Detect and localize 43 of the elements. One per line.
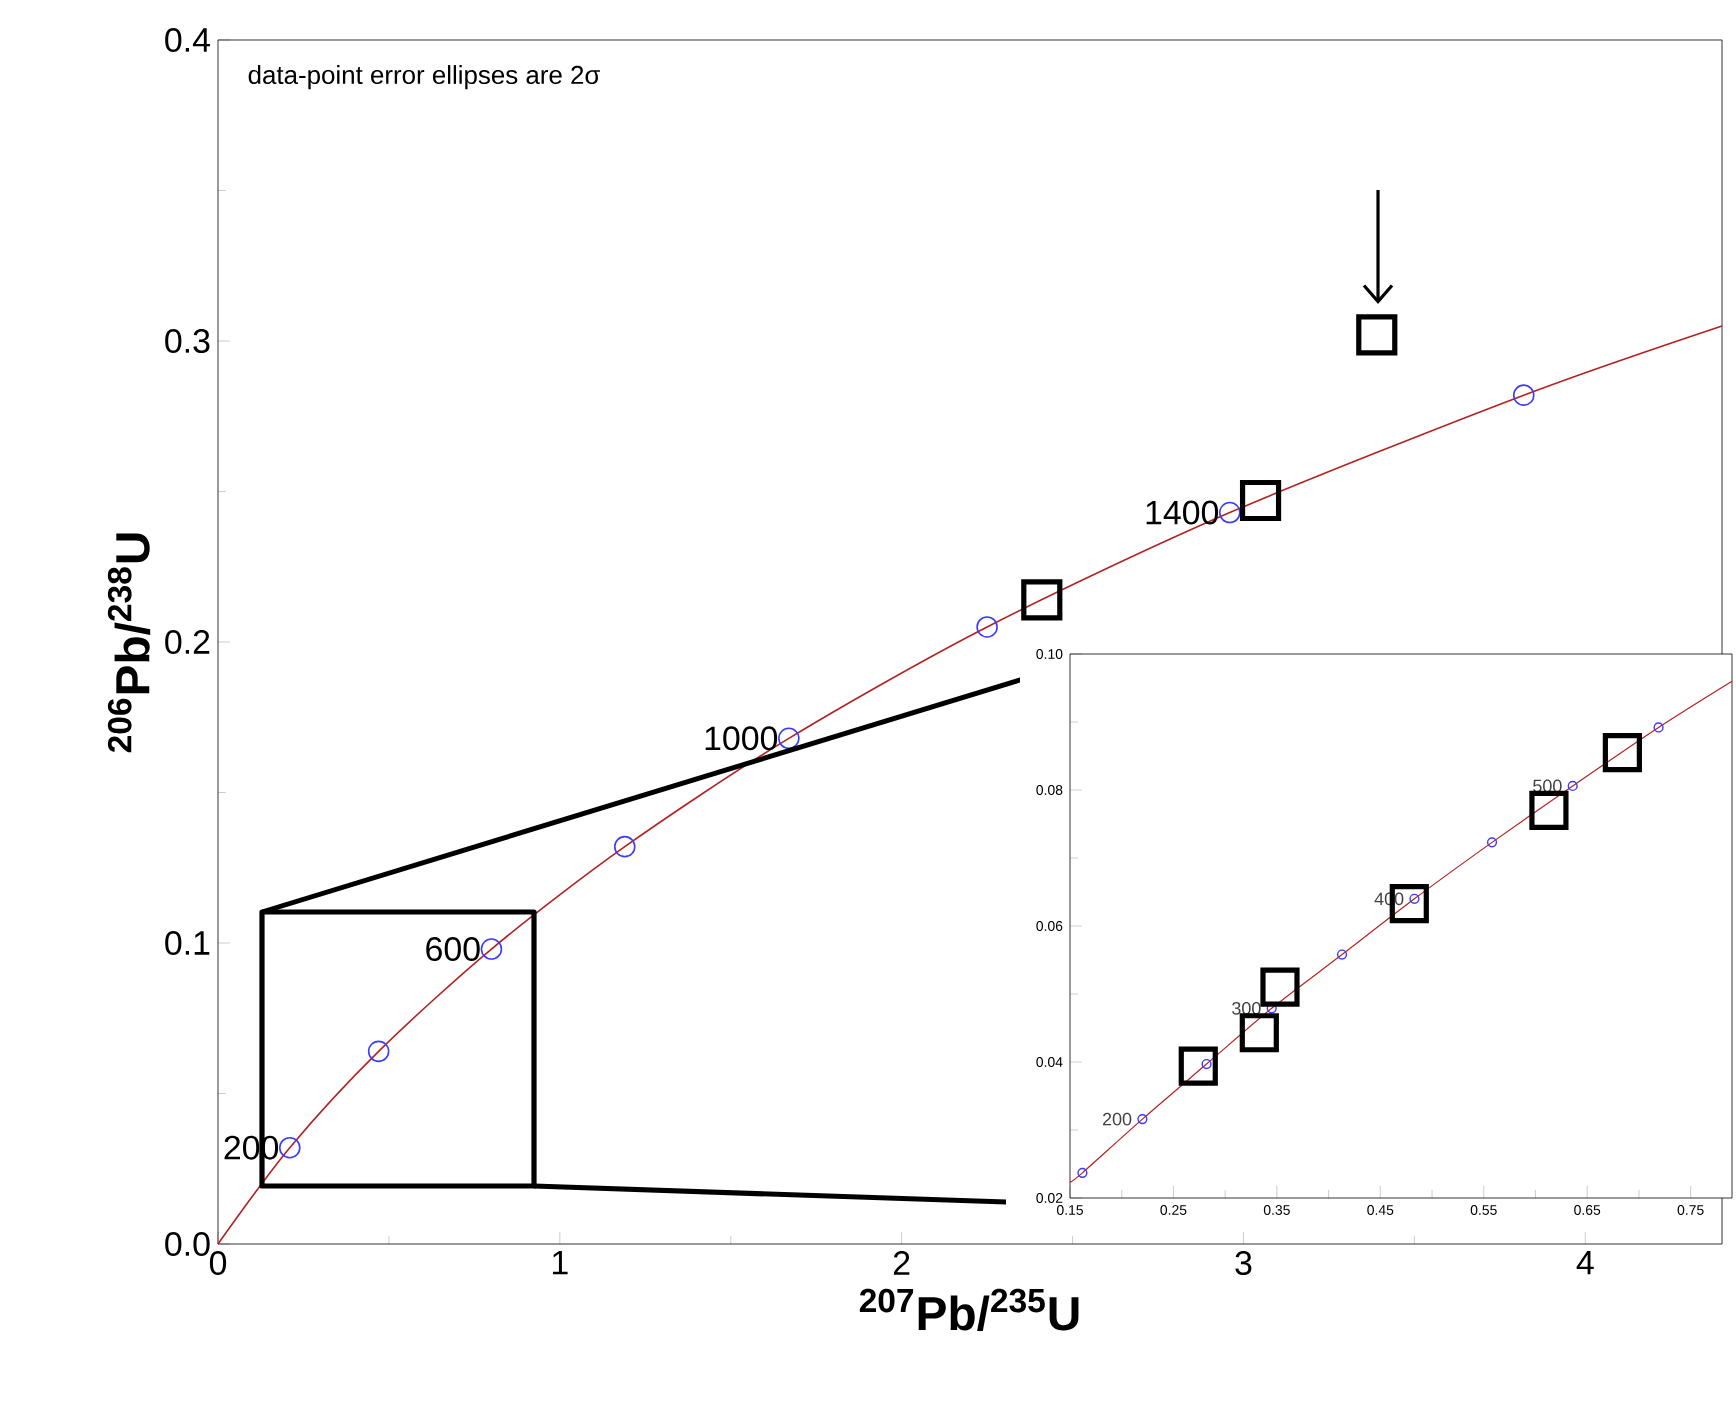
- x-tick-label: 1: [553, 1251, 568, 1275]
- point: [278, 1136, 301, 1159]
- y-tick-label: 0.0: [165, 1232, 210, 1256]
- point: [1178, 1046, 1218, 1086]
- point: [1260, 967, 1300, 1007]
- y-tick-label: 0.1: [165, 931, 210, 955]
- x-tick-label: 0: [209, 1251, 227, 1276]
- annotation: 300: [1232, 1001, 1261, 1015]
- annotation: data-point error ellipses are 2σ: [248, 65, 601, 90]
- point: [1336, 949, 1348, 960]
- point: [480, 938, 503, 960]
- point: [367, 1040, 390, 1063]
- point: [1077, 1167, 1088, 1178]
- text: $^{206}$Pb/$^{238}$U: [107, 533, 151, 753]
- point: [1602, 733, 1642, 773]
- annotation: 600: [426, 937, 480, 962]
- point: [1653, 722, 1664, 733]
- point: [976, 616, 998, 638]
- y-tick-label: 0.2: [165, 630, 210, 654]
- y-tick-label: 0.4: [165, 27, 210, 52]
- line-series: [1069, 680, 1733, 1183]
- y-tick-label: 0.3: [165, 329, 210, 353]
- point: [1219, 501, 1241, 524]
- point: [1356, 314, 1398, 356]
- point: [1021, 579, 1063, 621]
- x-tick-label: 3: [1235, 1251, 1252, 1276]
- text: $^{207}$Pb/$^{235}$U: [859, 1288, 1079, 1332]
- point: [613, 835, 636, 858]
- annotation: 1000: [705, 726, 778, 751]
- annotation: 200: [1103, 1112, 1132, 1126]
- point: [1201, 1058, 1212, 1070]
- point: [1409, 893, 1420, 904]
- point: [1239, 1013, 1279, 1053]
- point: [1529, 790, 1569, 831]
- point: [1512, 384, 1535, 406]
- x-tick-label: 4: [1576, 1251, 1594, 1275]
- point: [1486, 837, 1498, 848]
- point: [1567, 780, 1578, 792]
- x-tick-label: 2: [893, 1251, 910, 1275]
- point: [778, 727, 800, 750]
- annotation: 1400: [1146, 500, 1219, 525]
- point: [1239, 479, 1282, 522]
- point: [1137, 1114, 1148, 1125]
